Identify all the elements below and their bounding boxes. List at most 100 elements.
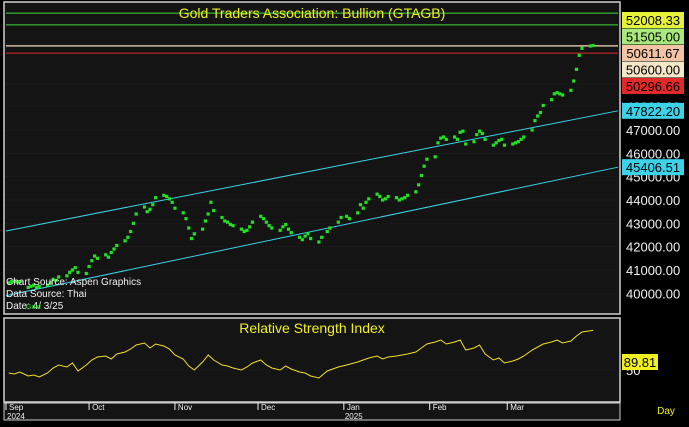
price-point [345, 214, 349, 218]
price-point [552, 92, 556, 96]
price-point [151, 203, 155, 207]
price-point [65, 274, 69, 278]
trend-line [5, 166, 619, 297]
rsi-title: Relative Strength Index [239, 320, 385, 336]
price-point [386, 194, 390, 199]
price-point [223, 219, 227, 223]
price-point [309, 236, 313, 241]
price-point [173, 206, 177, 210]
price-point [591, 43, 595, 48]
price-point [9, 280, 14, 284]
price-point [453, 135, 457, 139]
level-label-box [622, 78, 684, 94]
price-point [228, 222, 232, 227]
trend-line [5, 110, 619, 232]
price-plot-area [3, 1, 621, 315]
price-point [444, 137, 448, 141]
year-label: 2024 [7, 412, 25, 421]
price-point [561, 93, 565, 97]
price-point [317, 240, 321, 244]
price-point [455, 137, 459, 141]
price-point [378, 194, 382, 199]
price-point [367, 197, 371, 201]
price-point [502, 143, 507, 147]
price-point [248, 225, 252, 229]
horizontal-levels [6, 12, 618, 54]
price-point [522, 135, 526, 139]
price-point [472, 140, 476, 144]
price-point [558, 92, 562, 96]
price-point [29, 284, 33, 288]
trend-label: 45406.51 [626, 160, 680, 175]
price-point [336, 220, 340, 224]
price-point [225, 220, 230, 224]
price-point [549, 98, 554, 102]
trend-label-box [622, 102, 684, 119]
price-point [516, 140, 520, 144]
price-point [250, 220, 255, 224]
price-point [574, 67, 579, 71]
price-point [306, 232, 310, 236]
price-chart-title: Gold Traders Association: Bullion (GTAGB… [179, 5, 446, 21]
price-point [458, 130, 462, 134]
price-point [328, 226, 332, 230]
price-point [87, 264, 91, 269]
price-point [417, 183, 421, 187]
price-point [32, 283, 36, 287]
price-point [588, 44, 592, 48]
price-point [203, 219, 207, 223]
price-point [48, 281, 52, 285]
price-point [477, 129, 482, 133]
price-point [54, 278, 58, 283]
main-price-panel: 40000.00 41000.00 42000.00 43000.00 44000.00… [3, 1, 684, 315]
price-point [419, 173, 423, 178]
source-line-3: Date: 4/ 3/25 [6, 301, 64, 312]
price-point [538, 110, 543, 115]
price-point [37, 284, 41, 288]
price-point [242, 229, 246, 234]
price-point [245, 228, 249, 232]
price-point [192, 232, 196, 236]
price-point [170, 200, 174, 204]
level-label: 52008.33 [626, 13, 680, 28]
price-point [541, 103, 545, 108]
price-point [239, 227, 243, 231]
price-point [189, 236, 194, 241]
price-point [34, 285, 39, 290]
time-axis-bar [3, 402, 621, 421]
price-point [536, 114, 540, 118]
price-point [148, 207, 152, 211]
price-point [339, 215, 343, 220]
price-point [530, 128, 534, 132]
month-label: Mar [510, 403, 524, 412]
price-point [153, 196, 158, 200]
price-point [394, 196, 399, 200]
rsi-line [8, 329, 594, 379]
month-label: Dec [261, 403, 275, 412]
price-point [519, 137, 523, 141]
trend-label: 47822.20 [626, 104, 680, 119]
source-line-2: Data Source: Thai [6, 289, 86, 300]
price-point [383, 197, 387, 201]
level-label-box [622, 45, 684, 61]
trend-channel [5, 110, 619, 297]
price-point [45, 283, 50, 287]
price-point [414, 190, 418, 194]
price-point [165, 194, 169, 199]
price-point [123, 239, 127, 243]
price-point [569, 88, 573, 92]
price-point [131, 221, 135, 225]
price-point [26, 285, 30, 290]
price-point [381, 198, 385, 202]
price-point [511, 142, 515, 146]
price-point [57, 275, 61, 279]
price-point [425, 157, 429, 161]
price-tick-label: 44000.00 [626, 193, 680, 208]
price-point [494, 141, 498, 145]
level-label: 51505.00 [626, 30, 680, 45]
price-point [281, 225, 285, 229]
price-point [126, 235, 130, 239]
price-series [7, 43, 595, 290]
price-point [84, 271, 88, 276]
